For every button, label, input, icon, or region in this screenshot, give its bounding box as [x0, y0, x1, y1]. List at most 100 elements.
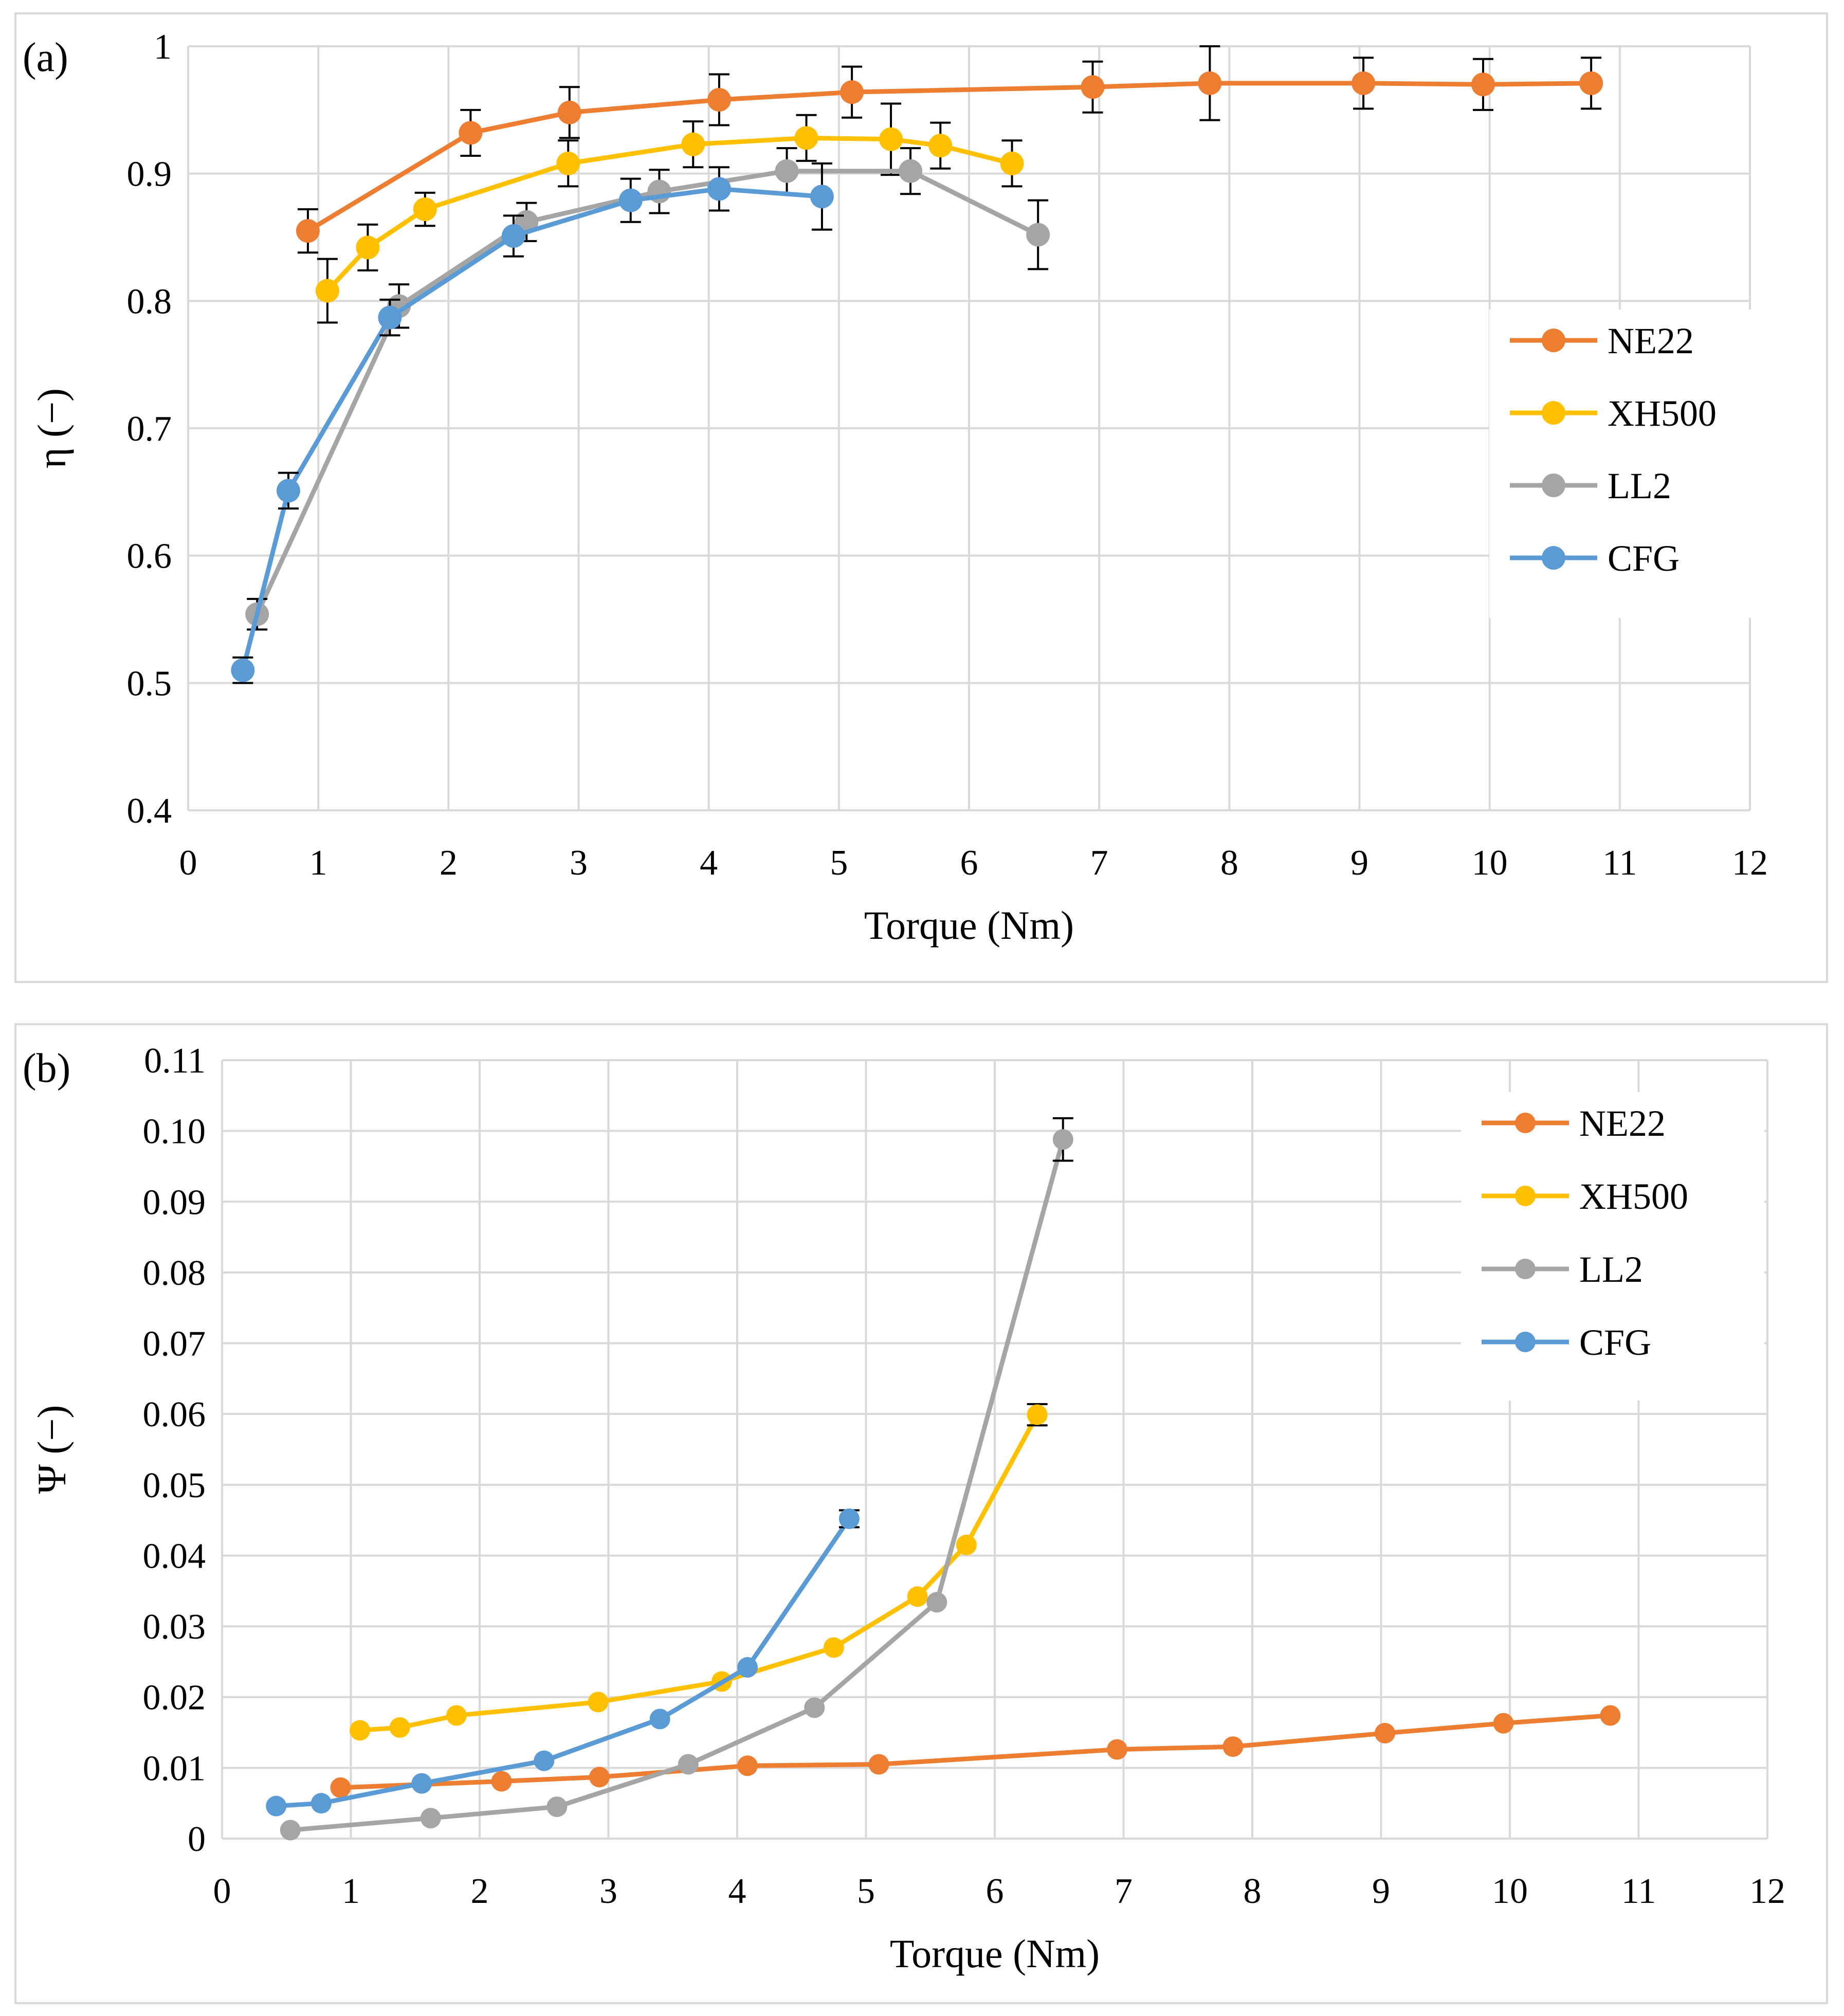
data-point-xh500: [928, 134, 953, 158]
series-cfg: [231, 162, 834, 684]
x-tick-label: 10: [1472, 843, 1508, 883]
data-point-cfg: [266, 1795, 287, 1817]
legend-label-ll2: LL2: [1608, 465, 1671, 506]
y-tick-label: 0.10: [143, 1112, 206, 1152]
data-point-ne22: [1579, 71, 1603, 95]
legend-marker-cfg: [1542, 546, 1565, 570]
y-tick-label: 0.05: [143, 1466, 206, 1505]
data-point-ne22: [491, 1771, 512, 1792]
data-point-ll2: [926, 1592, 947, 1613]
x-tick-label: 6: [986, 1872, 1004, 1911]
x-tick-label: 5: [857, 1872, 875, 1911]
x-tick-label: 5: [830, 843, 848, 883]
chart-a-svg: 0 1 2 3 4 5 6 7 8 9 10 11 120.40.50.60.70.80.91Torqu…: [23, 27, 1768, 948]
series-xh500: [315, 102, 1024, 324]
data-point-ne22: [868, 1754, 889, 1775]
x-tick-label: 8: [1244, 1872, 1262, 1911]
legend: NE22 XH500 LL2 CFG: [1489, 310, 1762, 618]
legend-marker-ll2: [1542, 474, 1565, 497]
data-point-ll2: [1026, 223, 1050, 247]
data-point-ll2: [546, 1796, 568, 1818]
data-point-ll2: [804, 1697, 825, 1718]
legend-label-ne22: NE22: [1608, 320, 1694, 361]
x-tick-label: 4: [728, 1872, 746, 1911]
x-tick-label: 1: [342, 1872, 360, 1911]
data-point-ne22: [1198, 71, 1222, 95]
data-point-ne22: [707, 88, 731, 112]
y-tick-label: 0.03: [143, 1607, 206, 1647]
data-point-ll2: [280, 1820, 301, 1841]
x-tick-label: 9: [1350, 843, 1368, 883]
data-point-xh500: [794, 126, 818, 150]
data-point-xh500: [356, 235, 380, 260]
x-tick-label: 8: [1220, 843, 1238, 883]
series-line-xh500: [359, 1413, 1039, 1733]
data-point-xh500: [879, 127, 903, 151]
legend-label-cfg: CFG: [1608, 538, 1679, 579]
data-point-ne22: [589, 1767, 610, 1788]
y-tick-label: 0: [188, 1820, 206, 1859]
data-point-xh500: [446, 1705, 467, 1726]
series-ll2: [245, 147, 1050, 631]
x-tick-label: 0: [213, 1872, 231, 1911]
y-tick-label: 1: [154, 27, 172, 67]
panel-label: (b): [23, 1046, 70, 1091]
x-tick-label: 11: [1602, 843, 1637, 883]
data-point-ne22: [557, 100, 581, 124]
data-point-xh500: [907, 1586, 928, 1607]
x-tick-label: 4: [700, 843, 718, 883]
data-point-ne22: [840, 80, 864, 104]
series-line-cfg: [240, 186, 823, 671]
x-tick-label: 2: [471, 1872, 489, 1911]
x-tick-label: 3: [570, 843, 588, 883]
data-point-xh500: [389, 1717, 410, 1738]
data-point-ne22: [1106, 1739, 1127, 1760]
series-line-ne22: [340, 1713, 1611, 1790]
data-point-ne22: [1081, 75, 1105, 99]
data-point-xh500: [1027, 1404, 1048, 1425]
y-tick-label: 0.8: [127, 282, 172, 321]
legend-background: [1461, 1092, 1764, 1401]
x-tick-label: 7: [1090, 843, 1108, 883]
data-point-xh500: [588, 1692, 609, 1713]
x-tick-label: 2: [440, 843, 458, 883]
legend-label-xh500: XH500: [1579, 1176, 1688, 1217]
series-ll2: [280, 1117, 1073, 1841]
chart-panel-b: 0 1 2 3 4 5 6 7 8 9 10 11 12 0 0.01 0.02 0.03 0.04 0.05 0.0…: [14, 1023, 1828, 2004]
data-point-cfg: [618, 188, 643, 212]
data-point-xh500: [315, 279, 339, 303]
x-tick-label: 6: [960, 843, 978, 883]
y-tick-label: 0.9: [127, 155, 172, 194]
y-tick-label: 0.5: [127, 664, 172, 703]
y-tick-label: 0.04: [143, 1536, 206, 1576]
data-point-cfg: [810, 185, 834, 209]
legend-label-ll2: LL2: [1579, 1249, 1643, 1290]
panel-label: (a): [23, 35, 68, 80]
x-tick-label: 11: [1621, 1872, 1656, 1911]
data-point-xh500: [1000, 151, 1024, 175]
y-tick-label: 0.01: [143, 1749, 206, 1788]
x-tick-label: 3: [599, 1872, 617, 1911]
series-cfg: [266, 1508, 860, 1817]
data-point-ll2: [420, 1808, 441, 1829]
legend-label-cfg: CFG: [1579, 1322, 1651, 1363]
chart-b-svg: 0 1 2 3 4 5 6 7 8 9 10 11 1200.010.020.030.040.050.0…: [23, 1041, 1785, 1976]
data-point-ne22: [1352, 71, 1376, 95]
x-tick-label: 9: [1372, 1872, 1390, 1911]
y-tick-label: 0.09: [143, 1183, 206, 1222]
x-tick-label: 0: [179, 843, 197, 883]
y-tick-label: 0.7: [127, 409, 172, 449]
data-point-ll2: [1052, 1129, 1073, 1150]
series-line-ll2: [255, 169, 1039, 615]
x-tick-label: 10: [1492, 1872, 1528, 1911]
x-tick-label: 1: [309, 843, 327, 883]
series-ne22: [296, 45, 1603, 254]
y-tick-label: 0.07: [143, 1324, 206, 1364]
chart-panel-a: 0 1 2 3 4 5 6 7 8 9 10 11 12 0.4 0.5 0.6 0.7 0.8 0.9 1 Torqu…: [14, 12, 1828, 983]
data-point-ne22: [296, 219, 320, 243]
legend-label-ne22: NE22: [1579, 1103, 1666, 1144]
data-point-xh500: [956, 1534, 977, 1555]
legend-marker-ne22: [1542, 329, 1565, 352]
data-point-xh500: [556, 151, 580, 175]
legend-marker-xh500: [1542, 401, 1565, 425]
